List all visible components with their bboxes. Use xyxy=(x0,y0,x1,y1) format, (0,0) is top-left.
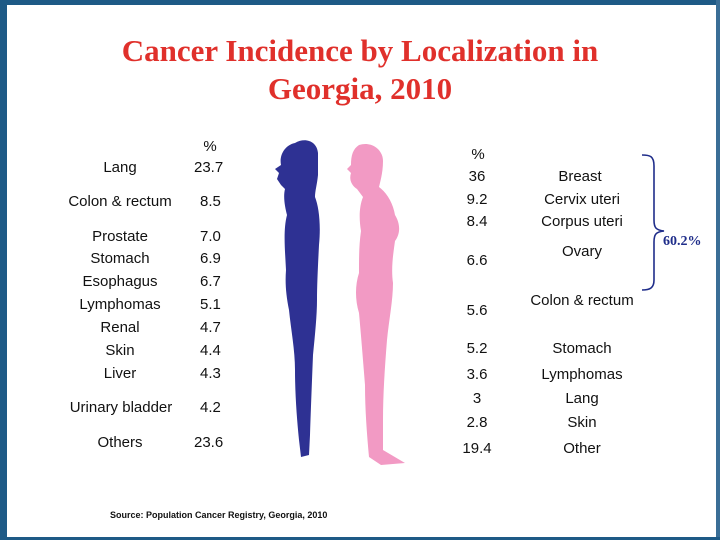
male-label-renal: Renal xyxy=(100,319,140,336)
female-value-other: 19.4 xyxy=(462,440,492,457)
female-silhouette xyxy=(347,143,405,466)
male-value-stomach: 6.9 xyxy=(200,250,221,267)
female-value-corpus-uteri: 8.4 xyxy=(466,213,488,230)
female-value-stomach: 5.2 xyxy=(466,340,488,357)
male-label-prostate: Prostate xyxy=(92,228,148,245)
female-label-stomach: Stomach xyxy=(552,340,612,357)
female-label-lymphomas: Lymphomas xyxy=(541,366,623,383)
male-value-colon-rectum: 8.5 xyxy=(200,193,221,210)
male-silhouette xyxy=(275,140,320,457)
slide-frame-right xyxy=(716,0,720,540)
male-value-skin: 4.4 xyxy=(200,342,221,359)
female-label-skin: Skin xyxy=(567,414,597,431)
male-label-colon-rectum: Colon & rectum xyxy=(68,193,172,210)
male-value-renal: 4.7 xyxy=(200,319,221,336)
slide-title: Cancer Incidence by Localization in Geor… xyxy=(40,32,680,108)
female-label-colon-rectum: Colon & rectum xyxy=(530,292,634,309)
male-label-stomach: Stomach xyxy=(90,250,150,267)
male-label-esophagus: Esophagus xyxy=(82,273,158,290)
male-value-others: 23.6 xyxy=(194,434,224,451)
female-value-ovary: 6.6 xyxy=(466,252,488,269)
male-label-lymphomas: Lymphomas xyxy=(79,296,161,313)
top-four-bracket xyxy=(641,154,665,291)
slide-frame-top xyxy=(0,0,720,5)
male-value-urinary-bladder: 4.2 xyxy=(200,399,221,416)
male-value-esophagus: 6.7 xyxy=(200,273,221,290)
female-label-corpus-uteri: Corpus uteri xyxy=(541,213,623,230)
male-value-lymphomas: 5.1 xyxy=(200,296,221,313)
female-value-colon-rectum: 5.6 xyxy=(466,302,488,319)
male-value-liver: 4.3 xyxy=(200,365,221,382)
female-label-lang: Lang xyxy=(565,390,599,407)
slide-frame-bottom xyxy=(0,537,720,540)
male-label-others: Others xyxy=(97,434,143,451)
body-silhouettes xyxy=(275,140,405,466)
female-value-breast: 36 xyxy=(468,168,486,185)
female-percent-header: % xyxy=(471,146,485,163)
female-value-lymphomas: 3.6 xyxy=(466,366,488,383)
female-label-breast: Breast xyxy=(558,168,602,185)
title-line-1: Cancer Incidence by Localization in xyxy=(121,33,599,68)
female-value-cervix-uteri: 9.2 xyxy=(466,191,488,208)
male-value-lang: 23.7 xyxy=(194,159,224,176)
female-label-cervix-uteri: Cervix uteri xyxy=(544,191,620,208)
male-value-prostate: 7.0 xyxy=(200,228,221,245)
female-label-other: Other xyxy=(563,440,601,457)
male-label-skin: Skin xyxy=(105,342,135,359)
female-value-lang: 3 xyxy=(472,390,482,407)
male-label-lang: Lang xyxy=(103,159,137,176)
slide-frame-left xyxy=(0,0,7,540)
title-line-2: Georgia, 2010 xyxy=(267,71,453,106)
bracket-total-label: 60.2% xyxy=(663,234,702,249)
female-label-ovary: Ovary xyxy=(561,243,602,260)
female-value-skin: 2.8 xyxy=(466,414,488,431)
male-label-urinary-bladder: Urinary bladder xyxy=(69,399,173,416)
source-note: Source: Population Cancer Registry, Geor… xyxy=(110,510,328,520)
male-label-liver: Liver xyxy=(103,365,137,382)
male-percent-header: % xyxy=(203,138,217,155)
